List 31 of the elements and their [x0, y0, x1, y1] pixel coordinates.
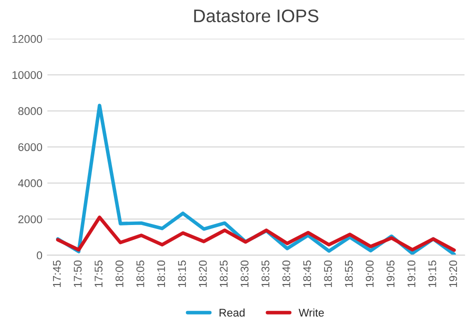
x-tick-label: 18:00	[116, 260, 124, 287]
x-tick-label: 18:15	[178, 260, 186, 287]
x-tick-label: 18:25	[220, 260, 228, 287]
x-tick-label: 19:05	[386, 260, 395, 287]
y-tick-label: 0	[36, 251, 42, 260]
chart-title: Datastore IOPS	[194, 9, 318, 22]
x-tick-label: 18:35	[262, 260, 270, 287]
x-tick-label: 17:55	[94, 260, 103, 287]
x-tick-label: 18:55	[344, 260, 353, 287]
y-tick-label: 8000	[18, 107, 42, 116]
x-tick-label: 18:05	[136, 260, 144, 287]
y-tick-label: 12000	[12, 35, 42, 43]
x-tick-label: 19:15	[428, 260, 436, 287]
x-tick-label: 19:20	[449, 260, 458, 287]
x-tick-label: 19:00	[366, 260, 374, 287]
line-series	[56, 216, 456, 252]
x-tick-label: 18:30	[240, 260, 249, 287]
x-tick-label: 18:45	[303, 260, 312, 287]
y-tick-label: 10000	[12, 71, 42, 79]
x-tick-label: 18:40	[282, 260, 290, 287]
x-tick-label: 19:10	[407, 260, 416, 287]
y-tick-label: 6000	[18, 143, 42, 152]
legend-label: Write	[298, 308, 324, 317]
x-tick-label: 18:50	[324, 260, 332, 287]
x-tick-label: 18:20	[198, 260, 207, 287]
y-tick-label: 2000	[18, 215, 42, 224]
y-tick-label: 4000	[18, 179, 42, 188]
x-tick-label: 17:50	[74, 260, 82, 287]
x-tick-label: 17:45	[53, 260, 61, 287]
legend-label: Read	[220, 308, 245, 317]
x-tick-label: 18:10	[157, 260, 166, 287]
